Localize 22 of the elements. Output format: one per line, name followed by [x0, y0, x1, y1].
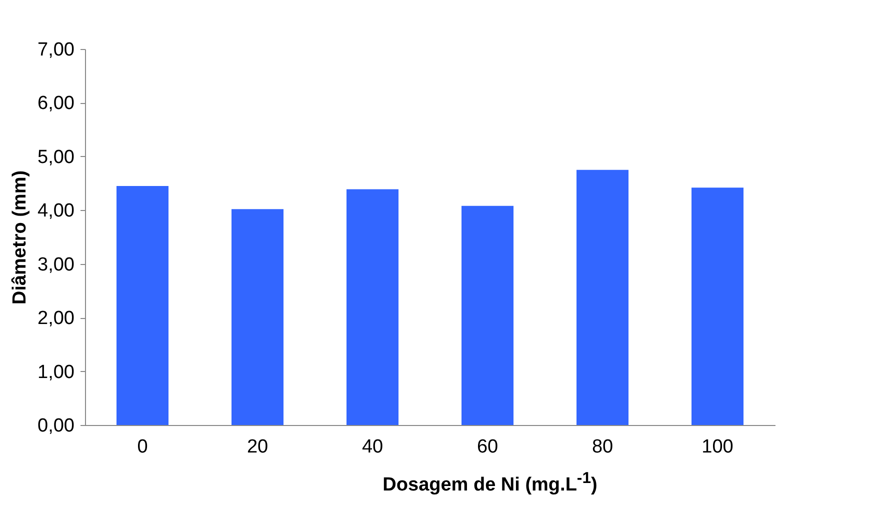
bar	[576, 170, 628, 425]
y-axis-title: Diâmetro (mm)	[10, 170, 31, 305]
x-axis-title: Dosagem de Ni (mg.L$^{-1}$)	[382, 470, 598, 496]
y-tick-label: 1,00	[38, 362, 74, 383]
x-tick-label: 100	[702, 436, 734, 458]
x-tick-label: 20	[246, 436, 268, 458]
x-tick-label: 0	[137, 436, 148, 458]
bar	[346, 189, 398, 425]
bar	[232, 209, 284, 425]
bar	[116, 186, 168, 425]
bar	[692, 188, 744, 425]
y-tick-label: 6,00	[38, 93, 74, 114]
y-tick-label: 3,00	[38, 254, 74, 276]
y-tick-label: 4,00	[38, 200, 74, 222]
x-tick-label: 80	[592, 436, 614, 458]
x-tick-label: 40	[362, 436, 384, 458]
bar	[462, 206, 514, 425]
y-tick-label: 2,00	[38, 308, 74, 330]
y-tick-label: 7,00	[38, 40, 74, 60]
y-tick-label: 5,00	[38, 146, 74, 168]
y-tick-label: 0,00	[38, 416, 74, 436]
x-tick-label: 60	[476, 436, 498, 458]
